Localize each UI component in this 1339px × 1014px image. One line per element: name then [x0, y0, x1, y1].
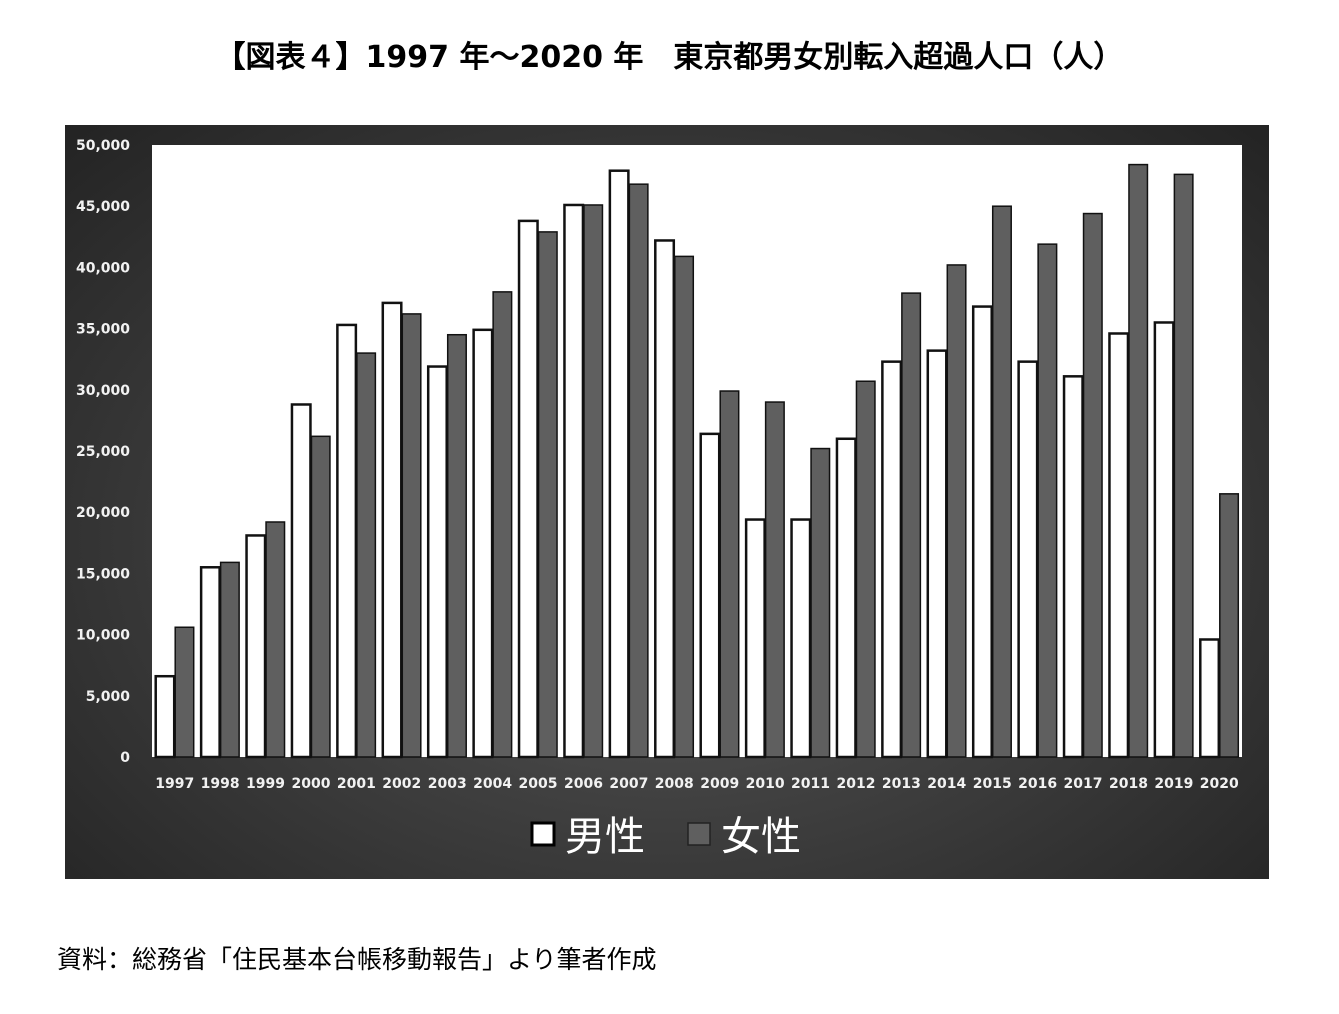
legend-swatch-female [687, 822, 711, 846]
bar-female-2017 [1082, 212, 1103, 758]
bar-female-2011 [810, 447, 831, 758]
bar-male-2014 [926, 349, 948, 759]
x-tick-label: 2000 [291, 776, 330, 792]
x-tick-label: 2003 [428, 776, 467, 792]
x-tick-label: 2012 [836, 776, 875, 792]
bar-male-2018 [1108, 332, 1130, 759]
legend-label-female: 女性 [721, 814, 801, 860]
bar-female-2006 [583, 204, 604, 758]
bar-male-2011 [790, 518, 812, 759]
bar-female-2008 [674, 255, 695, 758]
x-tick-label: 2013 [882, 776, 921, 792]
x-tick-label: 2011 [791, 776, 830, 792]
bar-male-2016 [1017, 360, 1039, 759]
x-tick-label: 2002 [382, 776, 421, 792]
bar-male-2002 [381, 301, 403, 759]
bar-female-2013 [901, 292, 922, 758]
y-tick-label: 50,000 [76, 138, 130, 154]
bar-male-2012 [835, 437, 857, 759]
bar-male-2019 [1153, 321, 1175, 759]
x-tick-label: 2016 [1018, 776, 1057, 792]
y-tick-label: 20,000 [76, 505, 130, 521]
bar-female-2004 [492, 291, 513, 758]
bar-male-2003 [426, 365, 448, 759]
y-tick-label: 30,000 [76, 383, 130, 399]
x-tick-label: 2006 [564, 776, 603, 792]
bar-female-2018 [1128, 163, 1149, 758]
x-tick-label: 2015 [973, 776, 1012, 792]
bar-male-2005 [517, 219, 539, 759]
bar-female-2003 [446, 333, 467, 758]
y-tick-label: 5,000 [86, 689, 131, 705]
bar-female-2015 [991, 205, 1012, 758]
bar-female-2000 [310, 435, 331, 758]
x-tick-label: 2020 [1200, 776, 1239, 792]
bar-male-2004 [472, 328, 494, 759]
x-tick-label: 2018 [1109, 776, 1148, 792]
bar-female-2001 [356, 352, 377, 758]
plot-area [152, 145, 1242, 757]
y-tick-label: 35,000 [76, 322, 130, 338]
x-tick-label: 2009 [700, 776, 739, 792]
x-tick-label: 1999 [246, 776, 285, 792]
bar-male-2008 [654, 239, 676, 759]
x-tick-label: 2008 [655, 776, 694, 792]
y-tick-label: 0 [120, 750, 130, 766]
bar-female-2010 [764, 401, 785, 758]
bar-female-1999 [265, 521, 286, 758]
bar-female-2020 [1219, 493, 1240, 758]
bar-female-2016 [1037, 243, 1058, 758]
bar-male-2000 [290, 403, 312, 759]
legend-label-male: 男性 [565, 814, 645, 860]
x-tick-label: 2004 [473, 776, 512, 792]
bar-male-2010 [744, 518, 766, 759]
bar-female-2014 [946, 264, 967, 758]
bar-male-2017 [1062, 375, 1084, 759]
bar-chart: 0 5,000 10,000 15,000 20,000 25,000 30,000 35,0… [76, 138, 1242, 860]
y-tick-label: 25,000 [76, 444, 130, 460]
x-tick-label: 2014 [927, 776, 966, 792]
bar-male-2007 [608, 169, 630, 759]
y-tick-label: 45,000 [76, 199, 130, 215]
x-tick-label: 2017 [1064, 776, 1103, 792]
y-tick-label: 15,000 [76, 566, 130, 582]
chart-title: 【図表４】1997 年～2020 年 東京都男女別転入超過人口（人） [215, 40, 1124, 75]
x-tick-label: 2019 [1154, 776, 1193, 792]
x-tick-label: 1997 [155, 776, 194, 792]
x-tick-label: 2007 [609, 776, 648, 792]
bar-female-2007 [628, 183, 649, 758]
bar-male-2006 [563, 203, 585, 759]
legend-swatch-male [530, 821, 556, 847]
bar-male-1999 [245, 534, 267, 759]
source-note: 資料：総務省「住民基本台帳移動報告」より筆者作成 [57, 945, 657, 974]
bar-male-2013 [881, 360, 903, 759]
bar-female-2019 [1173, 173, 1194, 758]
x-tick-label: 2001 [337, 776, 376, 792]
bar-male-2009 [699, 432, 721, 759]
bar-male-2015 [971, 305, 993, 759]
bar-female-2009 [719, 390, 740, 758]
bar-male-1997 [154, 674, 176, 759]
bar-male-2020 [1199, 638, 1221, 759]
bar-male-2001 [336, 323, 358, 759]
bar-female-1997 [174, 626, 195, 758]
x-tick-label: 2010 [746, 776, 785, 792]
y-tick-label: 40,000 [76, 260, 130, 276]
y-tick-label: 10,000 [76, 628, 130, 644]
bar-male-1998 [199, 566, 221, 759]
bar-female-2005 [537, 231, 558, 758]
x-tick-label: 2005 [519, 776, 558, 792]
bar-female-2002 [401, 313, 422, 758]
bar-female-2012 [855, 380, 876, 758]
x-tick-label: 1998 [201, 776, 240, 792]
bar-female-1998 [219, 561, 240, 758]
chart-panel: 0 5,000 10,000 15,000 20,000 25,000 30,000 35,0… [65, 125, 1269, 879]
